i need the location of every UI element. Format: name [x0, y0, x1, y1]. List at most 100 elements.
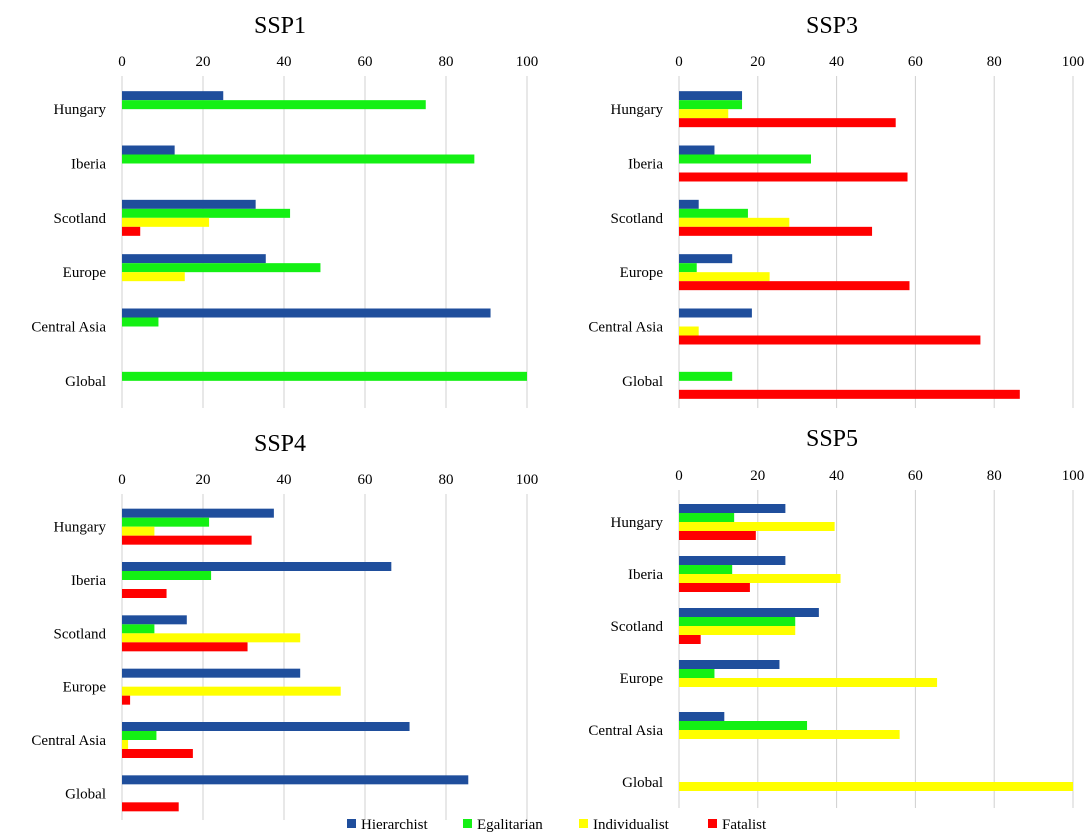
- category-label: Central Asia: [31, 320, 106, 336]
- legend-label-egalitarian: Egalitarian: [477, 817, 543, 833]
- bar-individualist-europe: [122, 686, 341, 696]
- bar-fatalist-hungary: [122, 535, 252, 545]
- legend-swatch-egalitarian: [463, 819, 472, 828]
- bar-hierarchist-scotland: [122, 199, 256, 209]
- chart-title: SSP5: [806, 426, 858, 452]
- x-tick-label: 20: [196, 472, 211, 488]
- category-label: Europe: [63, 680, 107, 696]
- category-label: Scotland: [611, 211, 664, 227]
- x-tick-label: 60: [358, 472, 373, 488]
- category-label: Central Asia: [588, 320, 663, 336]
- legend-swatch-fatalist: [708, 819, 717, 828]
- category-label: Europe: [620, 265, 664, 281]
- bar-individualist-scotland: [122, 217, 210, 227]
- chart-title: SSP1: [254, 13, 306, 39]
- chart-title: SSP4: [254, 431, 306, 457]
- bar-fatalist-hungary: [679, 531, 756, 540]
- bar-individualist-europe: [679, 678, 938, 687]
- bar-hierarchist-central-asia: [679, 308, 752, 318]
- bar-egalitarian-scotland: [679, 208, 748, 218]
- bar-egalitarian-hungary: [679, 513, 735, 522]
- x-tick-label: 0: [675, 54, 683, 70]
- legend-label-individualist: Individualist: [593, 817, 670, 833]
- bar-fatalist-europe: [679, 281, 910, 291]
- bar-individualist-europe: [122, 272, 185, 282]
- bar-egalitarian-global: [679, 371, 733, 381]
- bar-individualist-europe: [679, 272, 770, 282]
- x-tick-label: 40: [829, 54, 844, 70]
- bar-fatalist-scotland: [122, 226, 141, 236]
- bar-individualist-central-asia: [679, 326, 699, 336]
- bar-egalitarian-iberia: [679, 565, 733, 574]
- bar-hierarchist-iberia: [122, 145, 175, 155]
- bar-fatalist-global: [679, 389, 1020, 399]
- bar-egalitarian-iberia: [122, 154, 475, 164]
- category-label: Hungary: [54, 520, 107, 536]
- bar-egalitarian-scotland: [679, 617, 796, 626]
- bar-egalitarian-hungary: [122, 100, 426, 110]
- x-tick-label: 100: [516, 54, 539, 70]
- bar-hierarchist-iberia: [679, 556, 786, 565]
- x-tick-label: 0: [675, 468, 683, 484]
- bar-egalitarian-scotland: [122, 624, 155, 634]
- bar-individualist-hungary: [679, 522, 835, 531]
- bar-egalitarian-central-asia: [122, 317, 159, 327]
- x-tick-label: 60: [358, 54, 373, 70]
- bar-individualist-scotland: [122, 633, 301, 643]
- bar-individualist-central-asia: [679, 730, 900, 739]
- x-tick-label: 20: [750, 468, 765, 484]
- x-tick-label: 60: [908, 54, 923, 70]
- bar-fatalist-europe: [122, 695, 131, 705]
- x-tick-label: 40: [277, 54, 292, 70]
- bar-hierarchist-iberia: [679, 145, 715, 155]
- category-label: Scotland: [54, 626, 107, 642]
- bar-egalitarian-central-asia: [122, 731, 157, 740]
- x-tick-label: 0: [118, 472, 126, 488]
- category-label: Scotland: [611, 619, 664, 635]
- legend-label-fatalist: Fatalist: [722, 817, 767, 833]
- x-tick-label: 20: [750, 54, 765, 70]
- bar-individualist-scotland: [679, 217, 790, 227]
- x-tick-label: 100: [1062, 468, 1085, 484]
- bar-fatalist-iberia: [122, 589, 167, 598]
- bar-hierarchist-europe: [679, 660, 780, 669]
- bar-hierarchist-hungary: [679, 504, 786, 513]
- bar-fatalist-scotland: [679, 226, 873, 236]
- bar-egalitarian-hungary: [122, 517, 210, 527]
- bar-egalitarian-europe: [679, 263, 697, 273]
- category-label: Iberia: [71, 573, 106, 589]
- legend: Hierarchist Egalitarian Individualist Fatal…: [347, 817, 767, 833]
- bar-fatalist-central-asia: [679, 335, 981, 345]
- bar-egalitarian-hungary: [679, 100, 743, 110]
- chart-panel-ssp3: SSP3 0 20 40 60 80 100 Hungary Iberia Scotland Eur…: [588, 13, 1084, 408]
- category-label: Iberia: [628, 157, 663, 173]
- bar-hierarchist-central-asia: [122, 722, 410, 731]
- bar-individualist-hungary: [679, 109, 729, 119]
- bar-hierarchist-central-asia: [122, 308, 491, 318]
- bar-hierarchist-europe: [122, 668, 301, 678]
- category-label: Hungary: [54, 102, 107, 118]
- chart-panel-ssp4: SSP4 0 20 40 60 80 100 Hungary Iberia Scotland Eur…: [31, 431, 538, 820]
- x-tick-label: 100: [1062, 54, 1085, 70]
- bar-hierarchist-scotland: [679, 199, 699, 209]
- category-label: Scotland: [54, 211, 107, 227]
- x-tick-label: 80: [439, 54, 454, 70]
- bar-individualist-global: [679, 782, 1073, 791]
- chart-panel-ssp5: SSP5 0 20 40 60 80 100 Hungary Iberia Scotland Eur…: [588, 426, 1084, 808]
- category-label: Global: [65, 374, 106, 390]
- bar-fatalist-central-asia: [122, 749, 193, 758]
- bar-hierarchist-scotland: [679, 608, 819, 617]
- bar-hierarchist-global: [122, 775, 469, 785]
- x-tick-label: 60: [908, 468, 923, 484]
- legend-swatch-individualist: [579, 819, 588, 828]
- bar-fatalist-iberia: [679, 583, 750, 592]
- bar-individualist-hungary: [122, 526, 155, 536]
- bar-egalitarian-europe: [122, 263, 321, 273]
- bar-fatalist-global: [122, 802, 179, 812]
- category-label: Hungary: [611, 515, 664, 531]
- category-label: Europe: [63, 265, 107, 281]
- category-label: Iberia: [628, 567, 663, 583]
- bar-egalitarian-central-asia: [679, 721, 808, 730]
- bar-fatalist-scotland: [679, 635, 701, 644]
